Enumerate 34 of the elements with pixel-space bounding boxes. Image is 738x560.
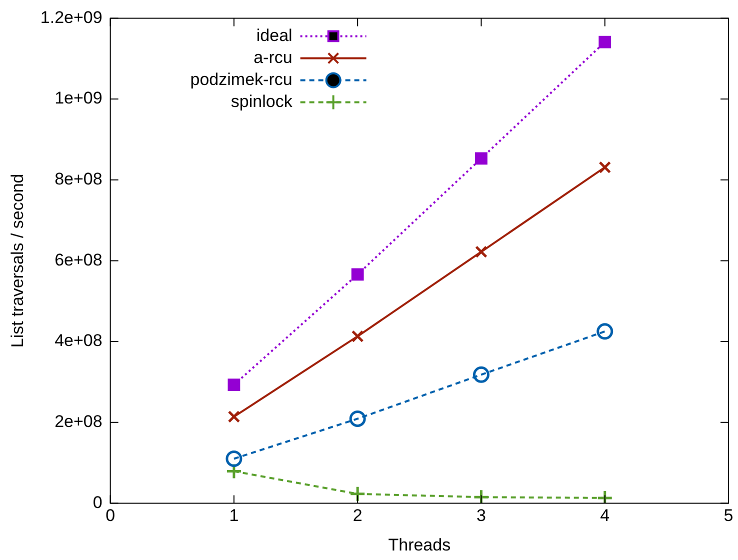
point <box>228 410 240 423</box>
y-axis-title: List traversals / second <box>8 174 27 348</box>
x-tick-label: 0 <box>106 506 116 526</box>
y-tick-label: 2e+08 <box>54 412 102 432</box>
legend-label: a-rcu <box>254 48 292 67</box>
x-axis-title: Threads <box>388 535 451 554</box>
legend-label: podzimek-rcu <box>190 70 292 89</box>
y-tick-label: 6e+08 <box>54 250 102 270</box>
x-tick-label: 2 <box>352 506 362 526</box>
point <box>598 161 612 174</box>
point <box>349 410 366 427</box>
point <box>351 268 364 281</box>
point <box>598 36 612 48</box>
y-tick-label: 0 <box>92 492 102 512</box>
x-tick-label: 3 <box>476 506 486 526</box>
point <box>228 378 240 391</box>
x-tick-label: 4 <box>600 506 610 526</box>
y-tick-label: 1.2e+09 <box>40 8 102 27</box>
legend-label: ideal <box>256 26 292 45</box>
point <box>475 246 488 258</box>
y-tick-label: 4e+08 <box>54 331 102 350</box>
x-tick-label: 5 <box>724 506 734 526</box>
point <box>472 488 490 504</box>
point <box>475 152 488 165</box>
point <box>596 323 614 340</box>
point <box>596 490 614 504</box>
point <box>472 366 490 383</box>
legend-label: spinlock <box>230 92 293 111</box>
point <box>349 486 366 502</box>
point <box>351 330 364 342</box>
x-tick-label: 1 <box>229 506 239 526</box>
y-tick-label: 1e+09 <box>54 88 102 108</box>
y-tick-label: 8e+08 <box>54 170 102 189</box>
point <box>226 450 242 467</box>
